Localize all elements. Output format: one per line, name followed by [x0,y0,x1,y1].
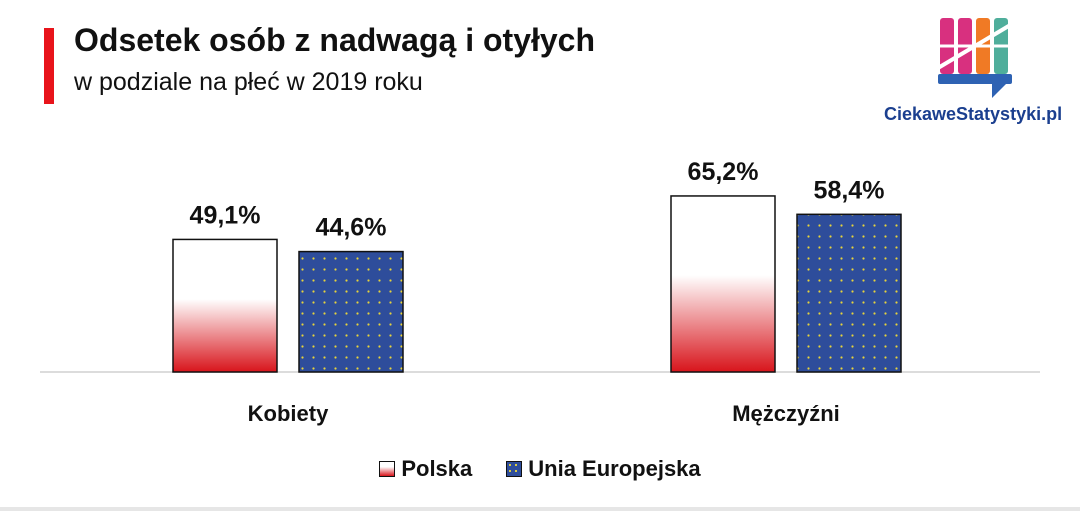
bottom-divider [0,507,1080,511]
data-label-eu-0: 44,6% [316,214,387,242]
bar-polska-0 [172,238,278,373]
bar-eu-1 [796,213,902,373]
title-accent-bar [44,28,54,104]
data-label-polska-1: 65,2% [688,158,759,186]
chart-title: Odsetek osób z nadwagą i otyłych [74,22,596,58]
legend-label-polska: Polska [401,456,473,481]
bar-chart: 49,1% 44,6% Kobiety 65,2% 58,4% Mężczyźni [40,158,1040,426]
bar-polska-1 [670,195,776,373]
legend-swatch-eu [506,461,523,477]
legend-item-polska: Polska [379,456,472,482]
legend-item-eu: Unia Europejska [506,456,701,482]
brand-logo-icon [936,18,1014,98]
data-label-polska-0: 49,1% [190,201,261,229]
data-label-eu-1: 58,4% [814,176,885,204]
legend-swatch-polska [379,461,396,477]
category-label-1: Mężczyźni [732,401,840,426]
category-label-0: Kobiety [248,401,329,426]
chart-subtitle: w podziale na płeć w 2019 roku [74,68,423,96]
brand-name: CiekaweStatystyki.pl [884,104,1063,124]
chart-legend: Polska Unia Europejska [0,456,1080,482]
legend-label-eu: Unia Europejska [528,456,701,481]
bar-eu-0 [298,250,404,373]
